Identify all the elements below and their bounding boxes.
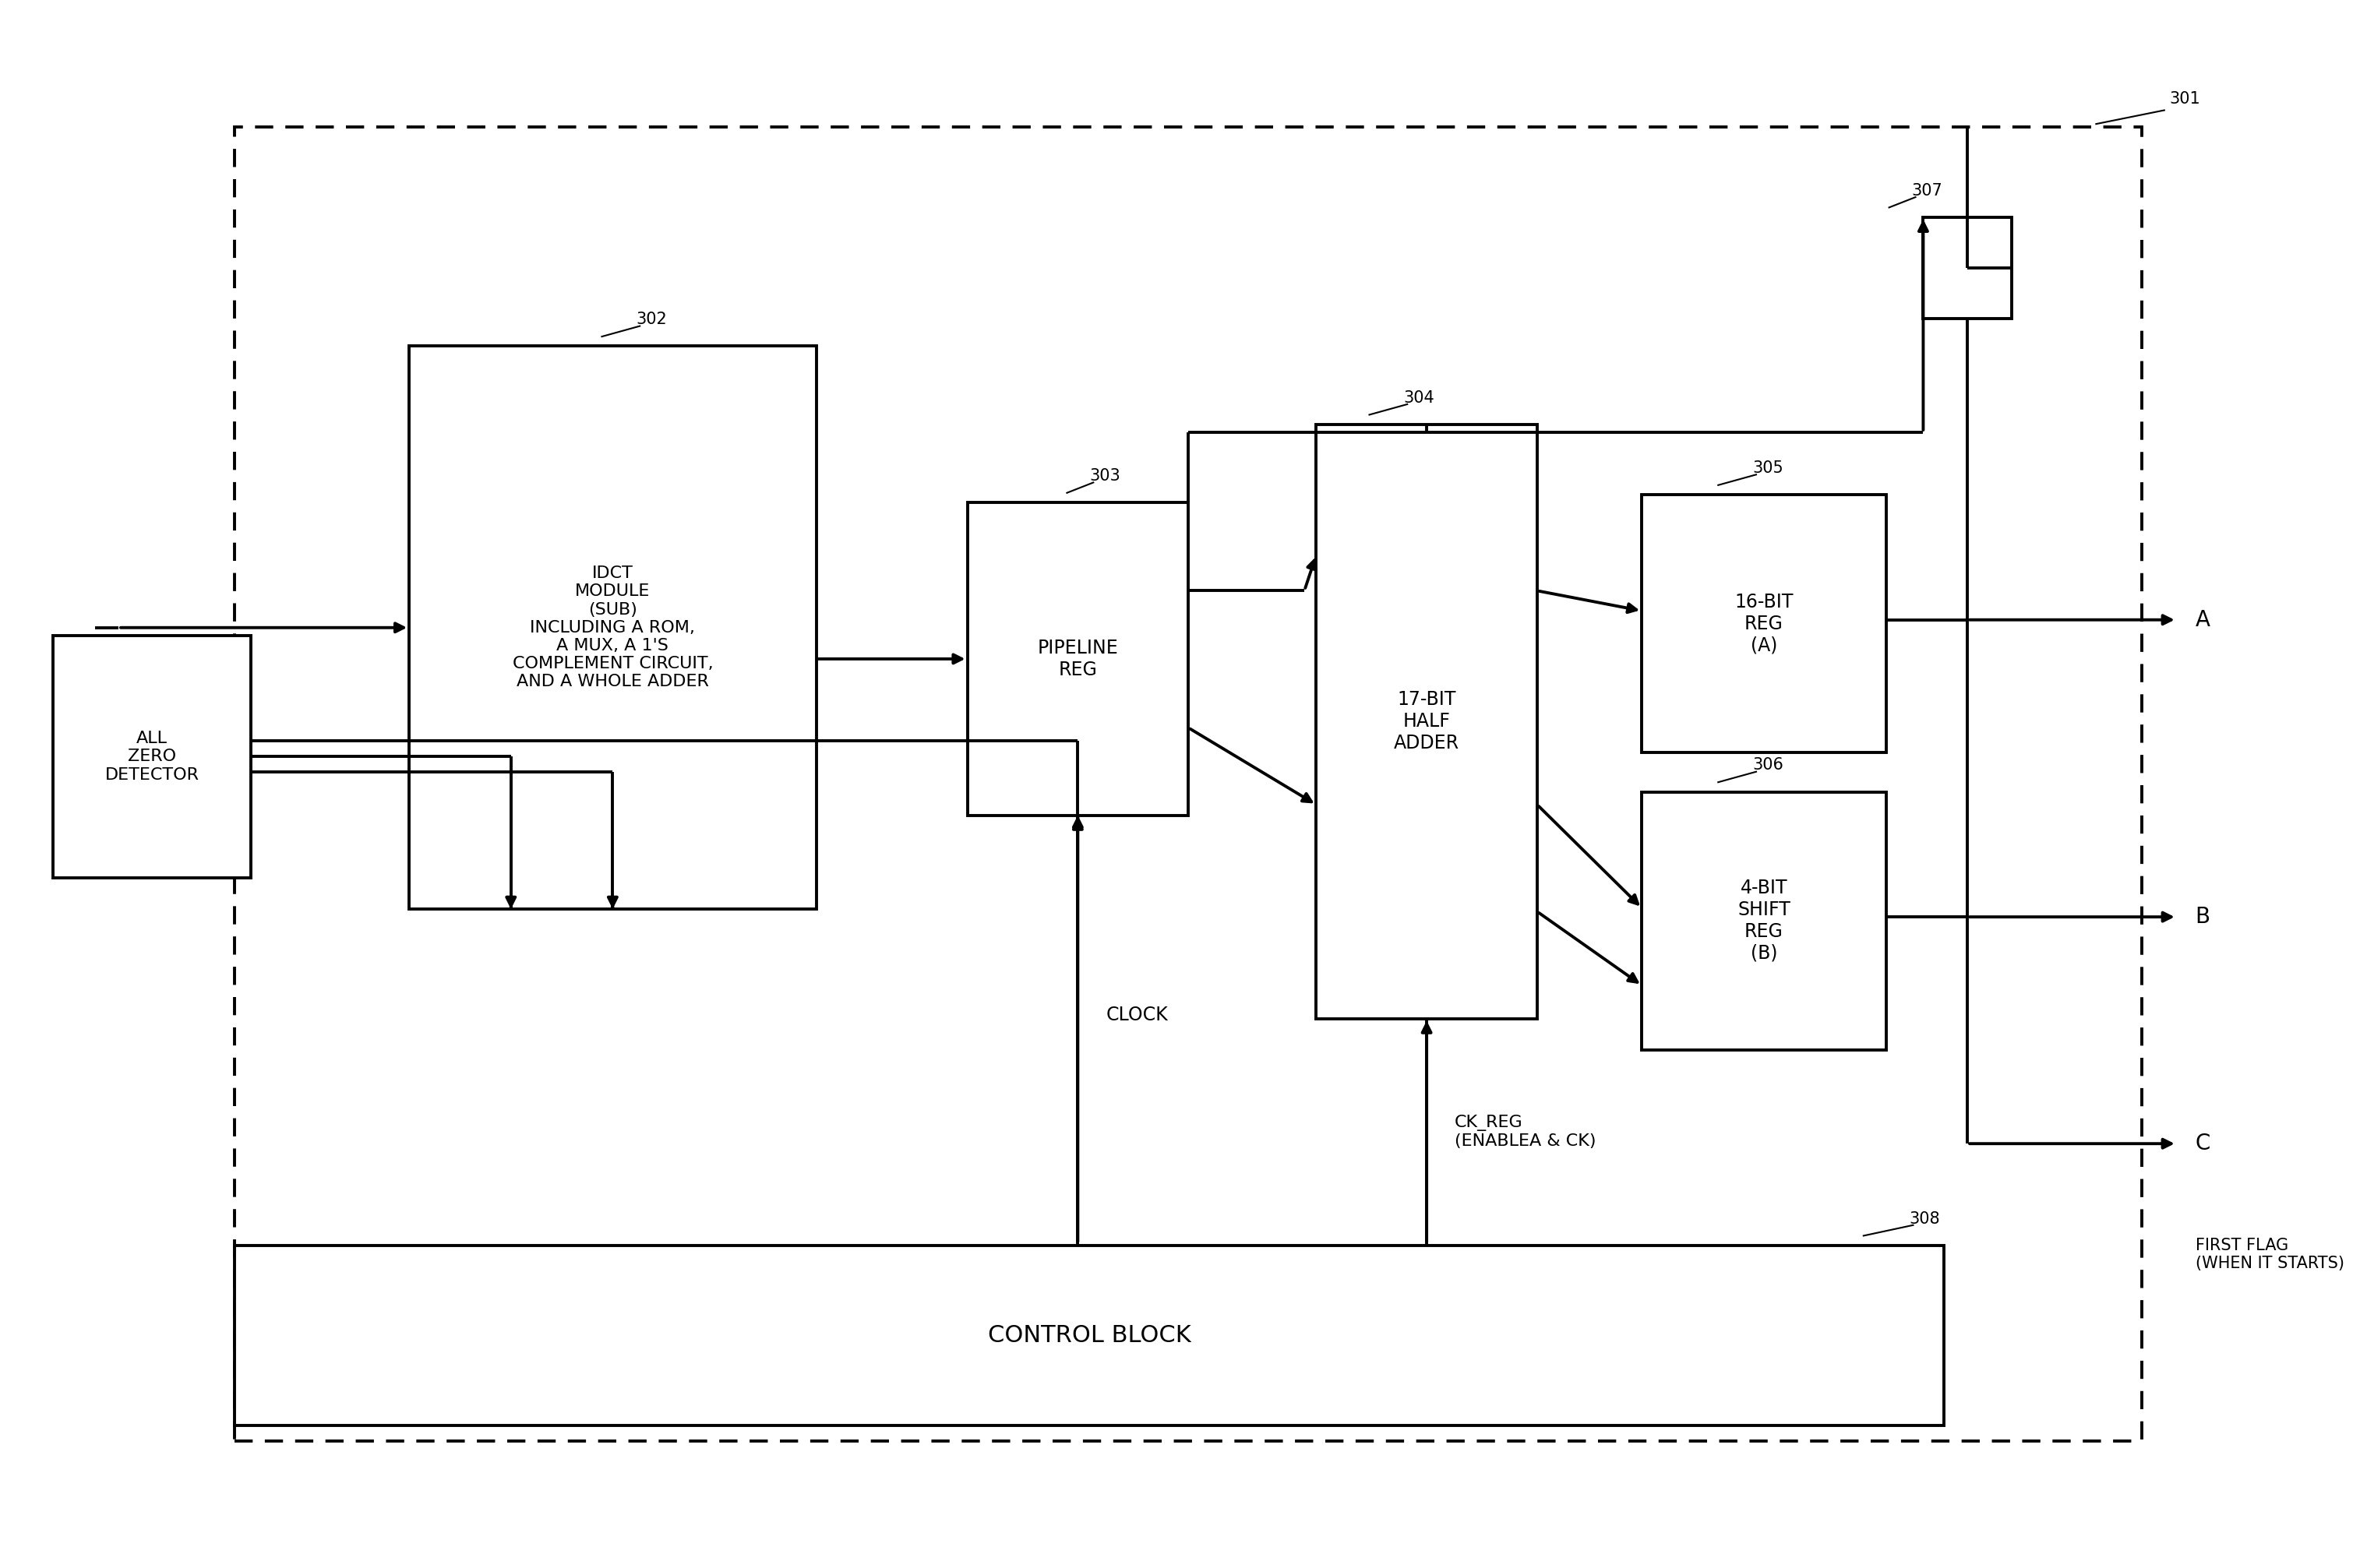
Text: CONTROL BLOCK: CONTROL BLOCK [988, 1323, 1192, 1347]
Bar [408, 347, 817, 909]
Text: FIRST FLAG
(WHEN IT STARTS): FIRST FLAG (WHEN IT STARTS) [2196, 1237, 2343, 1272]
Text: C: C [2196, 1132, 2210, 1154]
Bar [966, 502, 1189, 815]
Text: CK_REG
(ENABLEA & CK): CK_REG (ENABLEA & CK) [1455, 1115, 1595, 1149]
Text: 307: 307 [1911, 183, 1942, 199]
Text: IDCT
MODULE
(SUB)
INCLUDING A ROM,
A MUX, A 1'S
COMPLEMENT CIRCUIT,
AND A WHOLE : IDCT MODULE (SUB) INCLUDING A ROM, A MUX… [513, 566, 712, 690]
Text: B: B [2196, 906, 2210, 928]
Bar [1643, 792, 1885, 1051]
Text: 301: 301 [2170, 91, 2201, 107]
Text: 4-BIT
SHIFT
REG
(B): 4-BIT SHIFT REG (B) [1738, 880, 1790, 963]
Text: 306: 306 [1752, 757, 1783, 773]
Text: CLOCK: CLOCK [1106, 1005, 1168, 1024]
Bar [235, 1245, 1944, 1425]
Text: 16-BIT
REG
(A): 16-BIT REG (A) [1735, 593, 1792, 655]
Text: PIPELINE
REG: PIPELINE REG [1037, 638, 1118, 679]
Text: 304: 304 [1403, 390, 1434, 406]
Text: 303: 303 [1090, 469, 1121, 485]
Text: ALL
ZERO
DETECTOR: ALL ZERO DETECTOR [104, 731, 199, 782]
Bar [52, 635, 252, 878]
Bar [1923, 218, 2011, 318]
Bar [235, 127, 2141, 1441]
Bar [1315, 425, 1536, 1019]
Text: A: A [2196, 608, 2210, 630]
Text: 302: 302 [636, 312, 667, 328]
Text: 305: 305 [1752, 461, 1783, 477]
Text: 308: 308 [1909, 1210, 1940, 1226]
Bar [1643, 495, 1885, 753]
Text: 17-BIT
HALF
ADDER: 17-BIT HALF ADDER [1394, 690, 1460, 753]
